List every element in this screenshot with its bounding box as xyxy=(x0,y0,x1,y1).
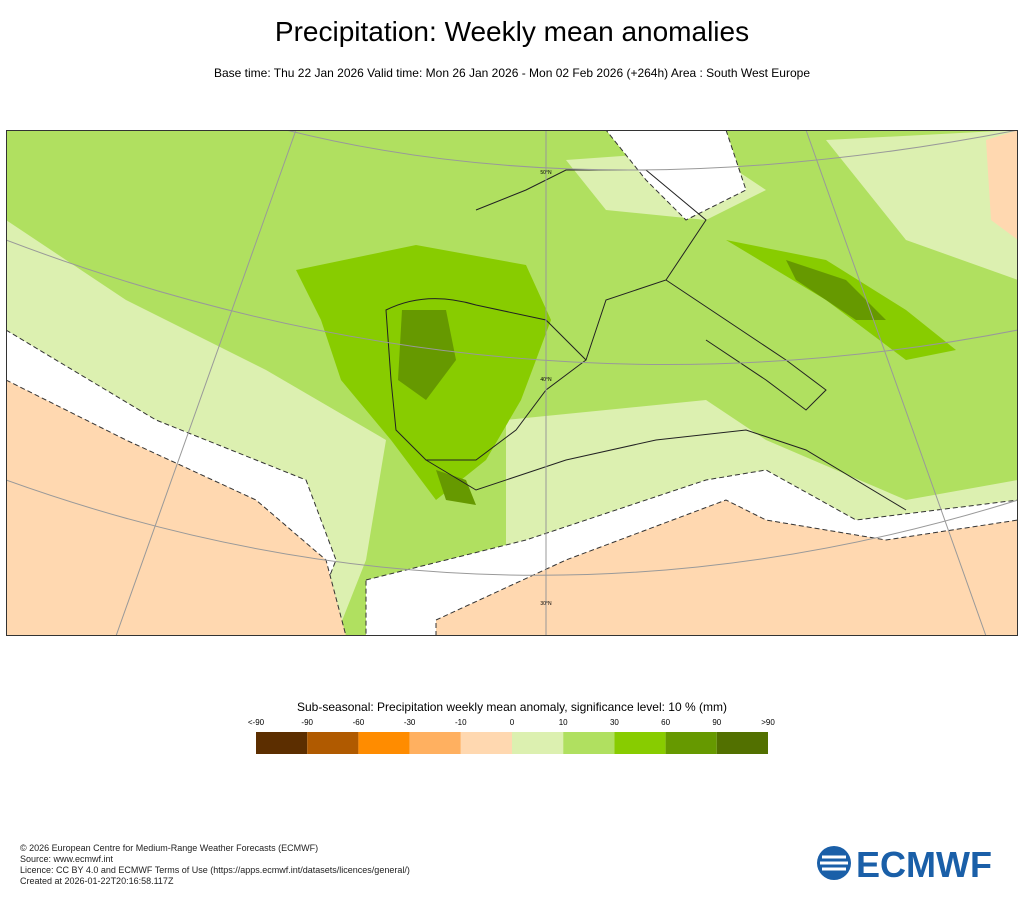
field xyxy=(435,499,1018,636)
legend-label: -60 xyxy=(353,718,365,727)
legend-swatch xyxy=(307,732,359,754)
legend-label: 60 xyxy=(661,718,670,727)
legend-swatch xyxy=(256,732,308,754)
legend-swatch xyxy=(358,732,410,754)
logo-text: ECMWF xyxy=(856,844,992,883)
legend-swatch xyxy=(614,732,666,754)
footer-line: Created at 2026-01-22T20:16:58.117Z xyxy=(20,876,174,886)
footer-line: Source: www.ecmwf.int xyxy=(20,854,114,864)
footer-line: © 2026 European Centre for Medium-Range … xyxy=(20,843,319,853)
legend-label: 30 xyxy=(610,718,619,727)
coastline xyxy=(475,169,707,361)
field xyxy=(605,130,747,221)
graticule xyxy=(6,479,1018,576)
legend-label: 0 xyxy=(510,718,515,727)
legend-swatch xyxy=(460,732,512,754)
map-fields: 50°N 40°N 30°N xyxy=(6,130,1018,636)
logo-icon xyxy=(820,855,848,871)
legend-label: -30 xyxy=(404,718,416,727)
logo: ECMWF xyxy=(817,844,992,883)
map: 50°N 40°N 30°N xyxy=(6,130,1018,636)
lat-label: 40°N xyxy=(540,377,552,383)
legend-label: -90 xyxy=(301,718,313,727)
legend-swatch xyxy=(512,732,564,754)
field xyxy=(826,130,1018,280)
coastline xyxy=(665,279,827,411)
legend-swatch xyxy=(409,732,461,754)
lat-label: 50°N xyxy=(540,170,552,176)
field xyxy=(986,130,1018,240)
legend-swatch xyxy=(716,732,768,754)
graticule xyxy=(805,130,987,636)
lat-label: 30°N xyxy=(540,601,552,607)
legend-label: 10 xyxy=(559,718,568,727)
coastline xyxy=(425,429,907,511)
legend-swatch xyxy=(563,732,615,754)
legend-label: 90 xyxy=(712,718,721,727)
map-frame xyxy=(6,130,1018,636)
field xyxy=(786,260,886,320)
field xyxy=(398,310,456,400)
coastline xyxy=(385,298,587,461)
title: Precipitation: Weekly mean anomalies xyxy=(274,16,750,47)
graticule xyxy=(6,239,1018,365)
legend-title: Sub-seasonal: Precipitation weekly mean … xyxy=(297,700,727,714)
legend: <-90 -90 -60 -30 -10 0 10 30 60 90 >90 xyxy=(248,718,775,754)
legend-swatch xyxy=(665,732,717,754)
legend-label: >90 xyxy=(761,718,775,727)
footer-line: Licence: CC BY 4.0 and ECMWF Terms of Us… xyxy=(20,865,410,875)
subtitle: Base time: Thu 22 Jan 2026 Valid time: M… xyxy=(213,66,811,80)
field xyxy=(436,470,476,505)
graticule xyxy=(285,130,1018,171)
legend-label: -10 xyxy=(455,718,467,727)
graticule xyxy=(115,130,297,636)
legend-label: <-90 xyxy=(248,718,265,727)
footer: © 2026 European Centre for Medium-Range … xyxy=(20,843,410,887)
